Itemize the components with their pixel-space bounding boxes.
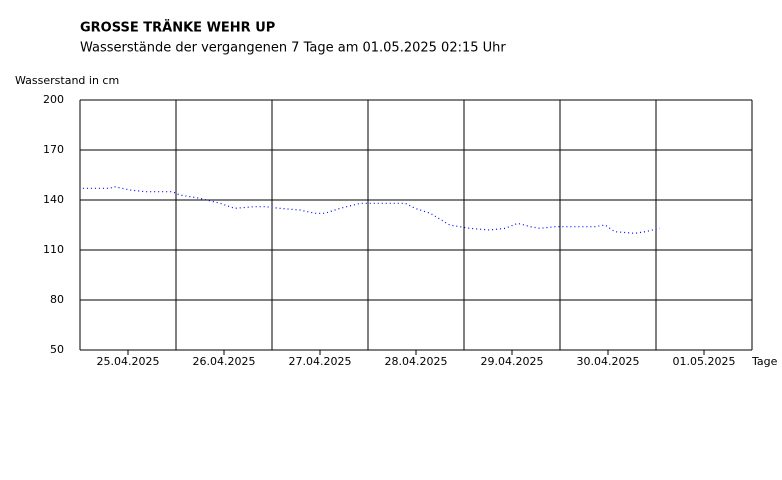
x-tick-label: 28.04.2025 [385,355,448,368]
y-tick-label: 200 [43,93,64,106]
y-tick-label: 140 [43,193,64,206]
x-axis-label: Tage [751,355,778,368]
chart-title: GROSSE TRÄNKE WEHR UP [80,20,275,36]
y-tick-label: 80 [50,293,64,306]
x-tick-label: 30.04.2025 [577,355,640,368]
y-tick-label: 50 [50,343,64,356]
x-tick-label: 27.04.2025 [289,355,352,368]
data-line [82,186,660,234]
y-tick-label: 110 [43,243,64,256]
x-tick-label: 26.04.2025 [193,355,256,368]
x-tick-label: 25.04.2025 [97,355,160,368]
x-tick-label: 01.05.2025 [673,355,736,368]
y-axis-label: Wasserstand in cm [15,74,119,87]
chart-subtitle: Wasserstände der vergangenen 7 Tage am 0… [80,41,506,56]
x-tick-label: 29.04.2025 [481,355,544,368]
y-tick-label: 170 [43,143,64,156]
